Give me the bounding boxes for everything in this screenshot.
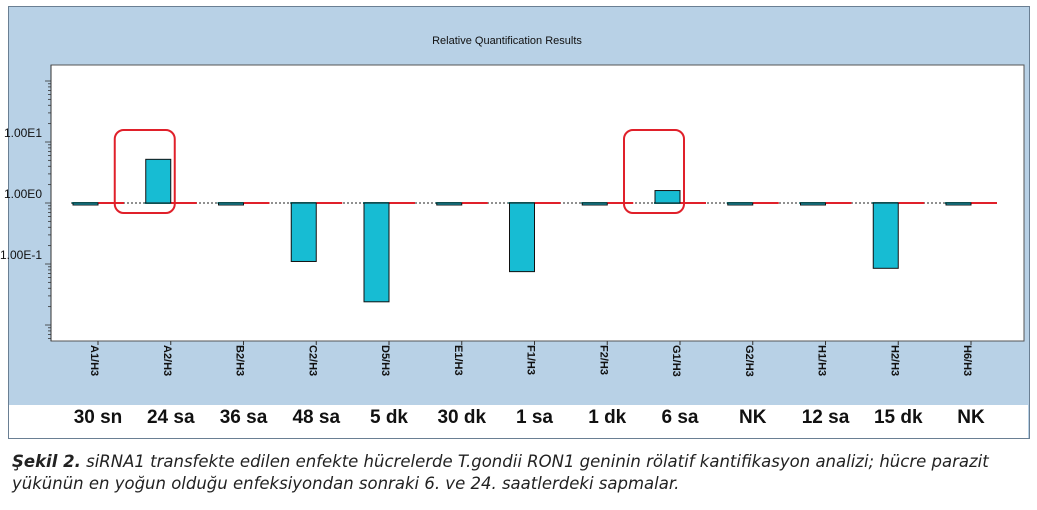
bar-g2-h3 [727, 202, 754, 206]
x-tick-label: H1/H3 [816, 345, 828, 376]
y-axis: 1.00E1 1.00E0 1.00E-1 [0, 65, 52, 341]
y-tick-label: 1.00E1 [4, 126, 42, 140]
time-label: 12 sa [801, 407, 850, 428]
time-label: 1 dk [588, 407, 627, 428]
x-axis: A1/H3 A2/H3 B2/H3 C2/H3 D5/H3 E1/H3 F1/H3 F2/H3… [88, 341, 973, 377]
time-label: 1 sa [516, 407, 553, 428]
time-label: 30 dk [437, 407, 487, 428]
time-label: 5 dk [369, 407, 409, 428]
bar-c2-h3 [290, 202, 317, 262]
x-tick-label: D5/H3 [379, 345, 391, 376]
time-label: 30 sn [73, 407, 123, 428]
bar-h1-h3 [800, 202, 826, 206]
bar-b2-h3 [218, 202, 244, 206]
time-label: 15 dk [873, 407, 923, 428]
relative-quantification-chart: Relative Quantification Results 1.00E11.… [0, 35, 1025, 377]
x-tick-label: A1/H3 [88, 345, 100, 376]
bar-f2-h3 [581, 202, 608, 206]
x-tick-label: G2/H3 [743, 345, 755, 377]
bar-a1-h3 [72, 202, 99, 206]
time-label: 36 sa [219, 407, 268, 428]
x-tick-label: F1/H3 [525, 345, 537, 375]
x-tick-label: B2/H3 [234, 345, 246, 376]
bars [72, 158, 972, 303]
x-tick-label: F2/H3 [597, 345, 609, 375]
highlight-boxes [113, 129, 685, 214]
bar-g1-h3 [654, 190, 681, 204]
bar-h2-h3 [872, 202, 899, 269]
x-tick-label: C2/H3 [306, 345, 318, 376]
y-tick-label: 1.00E0 [4, 187, 42, 201]
time-label: NK [739, 407, 767, 428]
x-tick-label: E1/H3 [452, 345, 464, 376]
caption-label: Şekil 2. [12, 452, 81, 471]
x-tick-label: H2/H3 [888, 345, 900, 376]
bar-d5-h3 [363, 202, 390, 303]
x-tick-label: H6/H3 [961, 345, 973, 376]
bar-e1-h3 [436, 202, 463, 206]
time-label: 24 sa [146, 407, 195, 428]
highlight-box [113, 129, 176, 214]
caption-text: siRNA1 transfekte edilen enfekte hücrele… [12, 452, 989, 493]
time-label: NK [957, 407, 985, 428]
chart-title: Relative Quantification Results [432, 35, 582, 47]
bar-h6-h3 [945, 202, 972, 206]
bar-a2-h3 [145, 158, 172, 204]
time-label: 48 sa [292, 407, 341, 428]
x-tick-label: A2/H3 [161, 345, 173, 376]
highlight-box [623, 129, 685, 214]
bar-f1-h3 [509, 202, 535, 273]
y-tick-label: 1.00E-1 [0, 248, 42, 262]
time-label: 6 sa [661, 407, 699, 428]
x-tick-label: G1/H3 [670, 345, 682, 377]
time-label-strip: 30 sn 24 sa 36 sa 48 sa 5 dk 30 dk 1 sa 1 dk 6 s… [9, 405, 1028, 438]
figure-caption: Şekil 2. siRNA1 transfekte edilen enfekt… [12, 451, 1028, 495]
